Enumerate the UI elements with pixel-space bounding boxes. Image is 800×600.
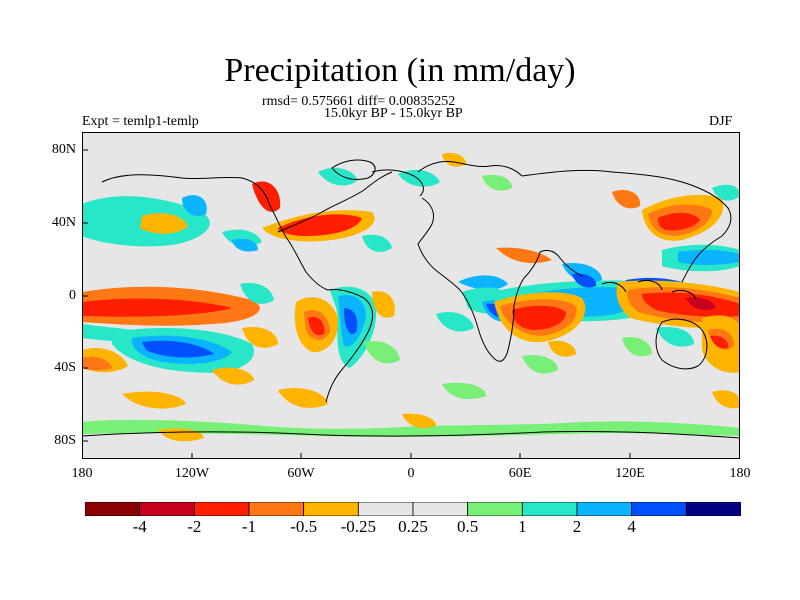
colorbar-swatch [521, 502, 578, 516]
colorbar-swatch [193, 502, 250, 516]
colorbar-label: -2 [187, 517, 202, 536]
colorbar-swatch [303, 502, 359, 516]
colorbar-label: 0.25 [398, 517, 428, 536]
stats-label: rmsd= 0.575661 diff= 0.00835252 [262, 94, 456, 109]
lon-tick-0: 0 [407, 466, 415, 481]
chart-title: Precipitation (in mm/day) [224, 52, 576, 89]
lat-tick-80n: 80N [51, 142, 76, 157]
tick-marks [82, 149, 631, 459]
colorbar-swatch [631, 502, 687, 516]
lat-tick-eq: 0 [69, 288, 76, 303]
colorbar-label: 2 [572, 517, 582, 536]
colorbar-swatch [467, 502, 523, 516]
lon-tick-180e: 180 [729, 466, 751, 481]
lon-tick-120e: 120E [615, 466, 645, 481]
colorbar-label: 4 [627, 517, 636, 536]
experiment-label: Expt = temlp1-temlp [82, 114, 199, 129]
lat-tick-80s: 80S [54, 433, 76, 448]
colorbar-label: -0.5 [290, 517, 318, 536]
precipitation-difference-map [82, 132, 740, 459]
colorbar-swatch [357, 502, 414, 516]
colorbar-label: -0.25 [340, 517, 377, 536]
colorbar-swatch [576, 502, 633, 516]
colorbar-swatch [248, 502, 305, 516]
anomaly-fields [82, 152, 740, 442]
colorbar-label: -4 [132, 517, 147, 536]
lon-tick-120w: 120W [174, 466, 210, 481]
lat-tick-40s: 40S [54, 360, 76, 375]
colorbar-label: 1 [518, 517, 527, 536]
lat-tick-40n: 40N [51, 215, 76, 230]
colorbar-label: 0.5 [457, 517, 479, 536]
colorbar-swatch [139, 502, 195, 516]
lon-tick-60e: 60E [508, 466, 532, 481]
colorbar [85, 502, 741, 516]
lon-tick-60w: 60W [287, 466, 315, 481]
period-label: 15.0kyr BP - 15.0kyr BP [324, 106, 463, 121]
season-label: DJF [709, 114, 733, 129]
colorbar-swatch [412, 502, 469, 516]
lon-tick-180w: 180 [71, 466, 93, 481]
colorbar-swatch [685, 502, 741, 516]
colorbar-swatch [85, 502, 141, 516]
colorbar-label: -1 [241, 517, 257, 536]
coastlines [82, 159, 740, 439]
